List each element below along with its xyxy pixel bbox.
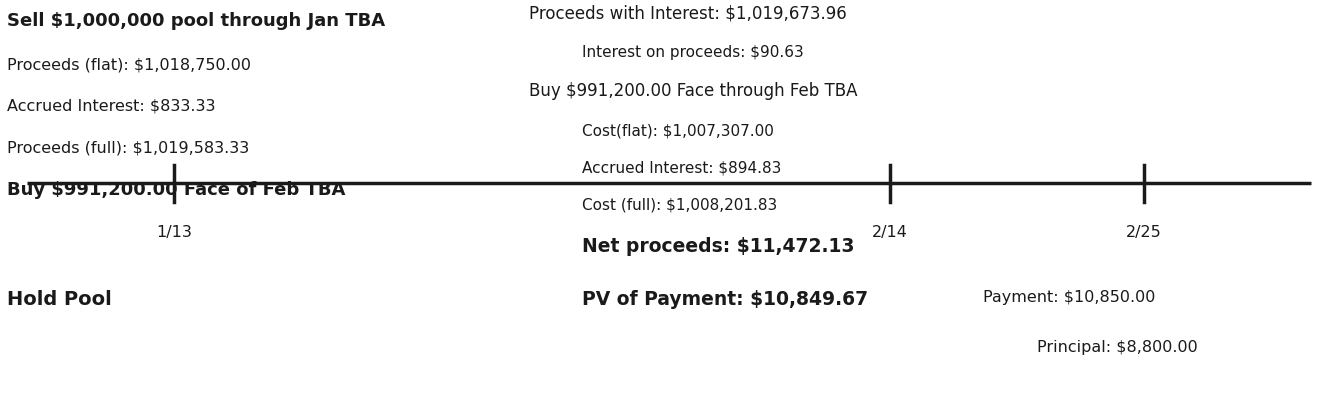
Text: Net proceeds: $11,472.13: Net proceeds: $11,472.13 — [582, 237, 855, 256]
Text: 2/25: 2/25 — [1127, 225, 1161, 239]
Text: Proceeds (full): $1,019,583.33: Proceeds (full): $1,019,583.33 — [7, 140, 249, 155]
Text: 1/13: 1/13 — [157, 225, 191, 239]
Text: Interest on proceeds: $90.63: Interest on proceeds: $90.63 — [582, 45, 804, 60]
Text: Sell $1,000,000 pool through Jan TBA: Sell $1,000,000 pool through Jan TBA — [7, 12, 385, 30]
Text: Accrued Interest: $894.83: Accrued Interest: $894.83 — [582, 161, 781, 176]
Text: Proceeds (flat): $1,018,750.00: Proceeds (flat): $1,018,750.00 — [7, 58, 250, 73]
Text: Accrued Interest: $833.33: Accrued Interest: $833.33 — [7, 99, 215, 114]
Text: 2/14: 2/14 — [872, 225, 907, 239]
Text: Payment: $10,850.00: Payment: $10,850.00 — [983, 290, 1156, 305]
Text: Cost(flat): $1,007,307.00: Cost(flat): $1,007,307.00 — [582, 124, 773, 138]
Text: Cost (full): $1,008,201.83: Cost (full): $1,008,201.83 — [582, 198, 777, 213]
Text: Principal: $8,800.00: Principal: $8,800.00 — [1037, 340, 1198, 355]
Text: PV of Payment: $10,849.67: PV of Payment: $10,849.67 — [582, 290, 868, 309]
Text: Buy $991,200.00 Face of Feb TBA: Buy $991,200.00 Face of Feb TBA — [7, 181, 345, 199]
Text: Hold Pool: Hold Pool — [7, 290, 111, 309]
Text: Proceeds with Interest: $1,019,673.96: Proceeds with Interest: $1,019,673.96 — [529, 4, 846, 22]
Text: Buy $991,200.00 Face through Feb TBA: Buy $991,200.00 Face through Feb TBA — [529, 82, 858, 101]
